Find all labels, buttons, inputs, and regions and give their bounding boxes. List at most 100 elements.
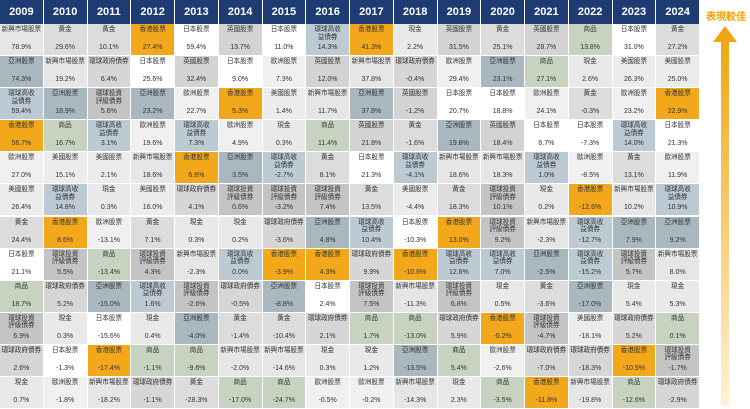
asset-cell: 新興市場股票 37.8%: [350, 56, 394, 89]
asset-name: 黃金: [14, 217, 28, 226]
asset-name: 新興市場股票: [45, 57, 85, 66]
asset-return: 21.3%: [667, 140, 688, 148]
asset-return: 0.1%: [669, 332, 686, 340]
asset-return: -13.0%: [404, 332, 427, 340]
asset-cell: 現金 0.7%: [0, 376, 44, 409]
asset-cell: 商品 -9.6%: [175, 344, 219, 377]
asset-cell: 日本股票 25.6%: [131, 56, 175, 89]
asset-name: 現金: [408, 25, 422, 33]
asset-cell: 黃金 24.4%: [0, 216, 44, 249]
asset-return: 0.2%: [538, 204, 555, 212]
asset-cell: 日本股票 21.3%: [350, 152, 394, 185]
asset-cell: 亞洲股票 19.8%: [437, 120, 482, 153]
up-arrow-icon: [713, 26, 737, 406]
asset-name: 新興市場股票: [176, 249, 217, 258]
asset-cell: 香港股票 -3.9%: [262, 248, 307, 281]
asset-return: 23.1%: [492, 76, 513, 84]
asset-name: 商品: [583, 25, 597, 33]
asset-cell: 亞洲股票 -4.0%: [175, 312, 219, 345]
asset-cell: 新興市場股票 8.0%: [656, 248, 700, 281]
asset-cell: 黃金 13.5%: [350, 184, 394, 217]
asset-return: -1.1%: [143, 364, 162, 372]
asset-return: -17.0%: [579, 300, 602, 308]
asset-return: 74.3%: [11, 76, 32, 84]
asset-return: -11.3%: [404, 300, 426, 308]
asset-name: 環球政府債券: [439, 313, 479, 322]
asset-name: 環球高收 益債券: [576, 217, 604, 234]
asset-return: 27.1%: [536, 76, 557, 84]
asset-cell: 環球高收 益債券 14.3%: [306, 24, 350, 57]
asset-return: 13.5%: [361, 204, 382, 212]
asset-name: 現金: [627, 281, 641, 290]
asset-return: 12.6%: [448, 268, 469, 276]
asset-return: 5.2%: [625, 332, 642, 340]
asset-return: -13.4%: [97, 268, 120, 276]
asset-return: 27.4%: [142, 44, 163, 52]
asset-return: 9.2%: [669, 236, 686, 244]
asset-return: -18.2%: [97, 396, 120, 404]
asset-cell: 現金 0.4%: [131, 312, 175, 345]
asset-cell: 現金 0.3%: [43, 312, 88, 345]
asset-name: 日本股票: [314, 281, 341, 290]
asset-return: 0.7%: [13, 396, 30, 404]
asset-cell: 環球高收 益債券 1.6%: [131, 280, 175, 313]
asset-cell: 環球政府債券 4.1%: [175, 184, 219, 217]
asset-cell: 英國股票 12.0%: [306, 56, 350, 89]
asset-cell: 英國股票 -1.2%: [393, 88, 438, 121]
asset-return: 9.2%: [494, 236, 511, 244]
asset-name: 環球高收 益債券: [51, 185, 79, 201]
asset-cell: 現金 2.2%: [393, 24, 438, 57]
asset-name: 黃金: [583, 89, 597, 98]
asset-cell: 歐洲股票 7.3%: [262, 56, 307, 89]
asset-return: 59.4%: [186, 44, 207, 52]
asset-return: 29.4%: [448, 76, 469, 84]
asset-name: 亞洲股票: [576, 281, 604, 290]
asset-name: 黃金: [189, 377, 203, 386]
asset-cell: 環球投資 評級債券 10.1%: [481, 184, 525, 217]
asset-cell: 美國股票 26.4%: [0, 184, 44, 217]
asset-return: -0.5%: [230, 300, 250, 308]
asset-return: 27.0%: [11, 172, 32, 180]
asset-cell: 商品 -13.4%: [87, 248, 132, 281]
asset-return: 6.8%: [450, 300, 467, 308]
asset-return: 5.4%: [450, 364, 467, 372]
asset-name: 日本股票: [489, 89, 516, 98]
asset-return: 13.0%: [448, 236, 469, 244]
asset-return: 10.2%: [623, 204, 644, 212]
year-header: 2019: [437, 0, 482, 24]
asset-name: 歐洲股票: [183, 89, 210, 98]
asset-return: 4.3%: [144, 268, 161, 276]
asset-name: 英國股票: [358, 121, 385, 130]
asset-name: 環球投資 評級債券: [664, 345, 691, 362]
asset-cell: 新興市場股票 -18.2%: [87, 376, 132, 409]
asset-name: 現金: [671, 281, 685, 290]
asset-return: -2.3%: [537, 236, 556, 244]
asset-cell: 環球高收 益債券 1.0%: [525, 152, 569, 185]
year-header: 2021: [525, 0, 569, 24]
asset-name: 環球投資 評級債券: [445, 281, 473, 298]
asset-name: 日本股票: [226, 57, 254, 66]
asset-cell: 商品 -12.6%: [612, 376, 657, 409]
asset-return: -15.6%: [97, 332, 120, 340]
asset-name: 黃金: [277, 313, 291, 322]
asset-name: 日本股票: [401, 217, 429, 226]
asset-name: 環球投資 評級債券: [358, 281, 385, 298]
asset-return: 9.0%: [232, 76, 249, 84]
asset-cell: 環球高收 益債券 -4.1%: [393, 152, 438, 185]
asset-name: 環球高收 益債券: [95, 121, 123, 137]
asset-name: 環球政府債券: [264, 217, 304, 226]
asset-name: 香港股票: [183, 153, 210, 162]
asset-return: -2.5%: [537, 268, 556, 276]
asset-cell: 日本股票 6.7%: [525, 120, 569, 153]
asset-return: 2.1%: [100, 172, 117, 180]
asset-cell: 環球高收 益債券 -2.7%: [262, 152, 307, 185]
asset-cell: 英國股票 31.5%: [437, 24, 482, 57]
year-header: 2018: [393, 0, 438, 24]
asset-name: 美國股票: [401, 185, 429, 194]
asset-name: 環球高收 益債券: [489, 249, 516, 266]
asset-cell: 亞洲股票 18.9%: [43, 88, 88, 121]
asset-name: 新興市場股票: [482, 153, 523, 162]
asset-return: 24.4%: [11, 236, 32, 244]
asset-cell: 商品 11.4%: [306, 120, 350, 153]
asset-return: 2.6%: [13, 364, 30, 372]
